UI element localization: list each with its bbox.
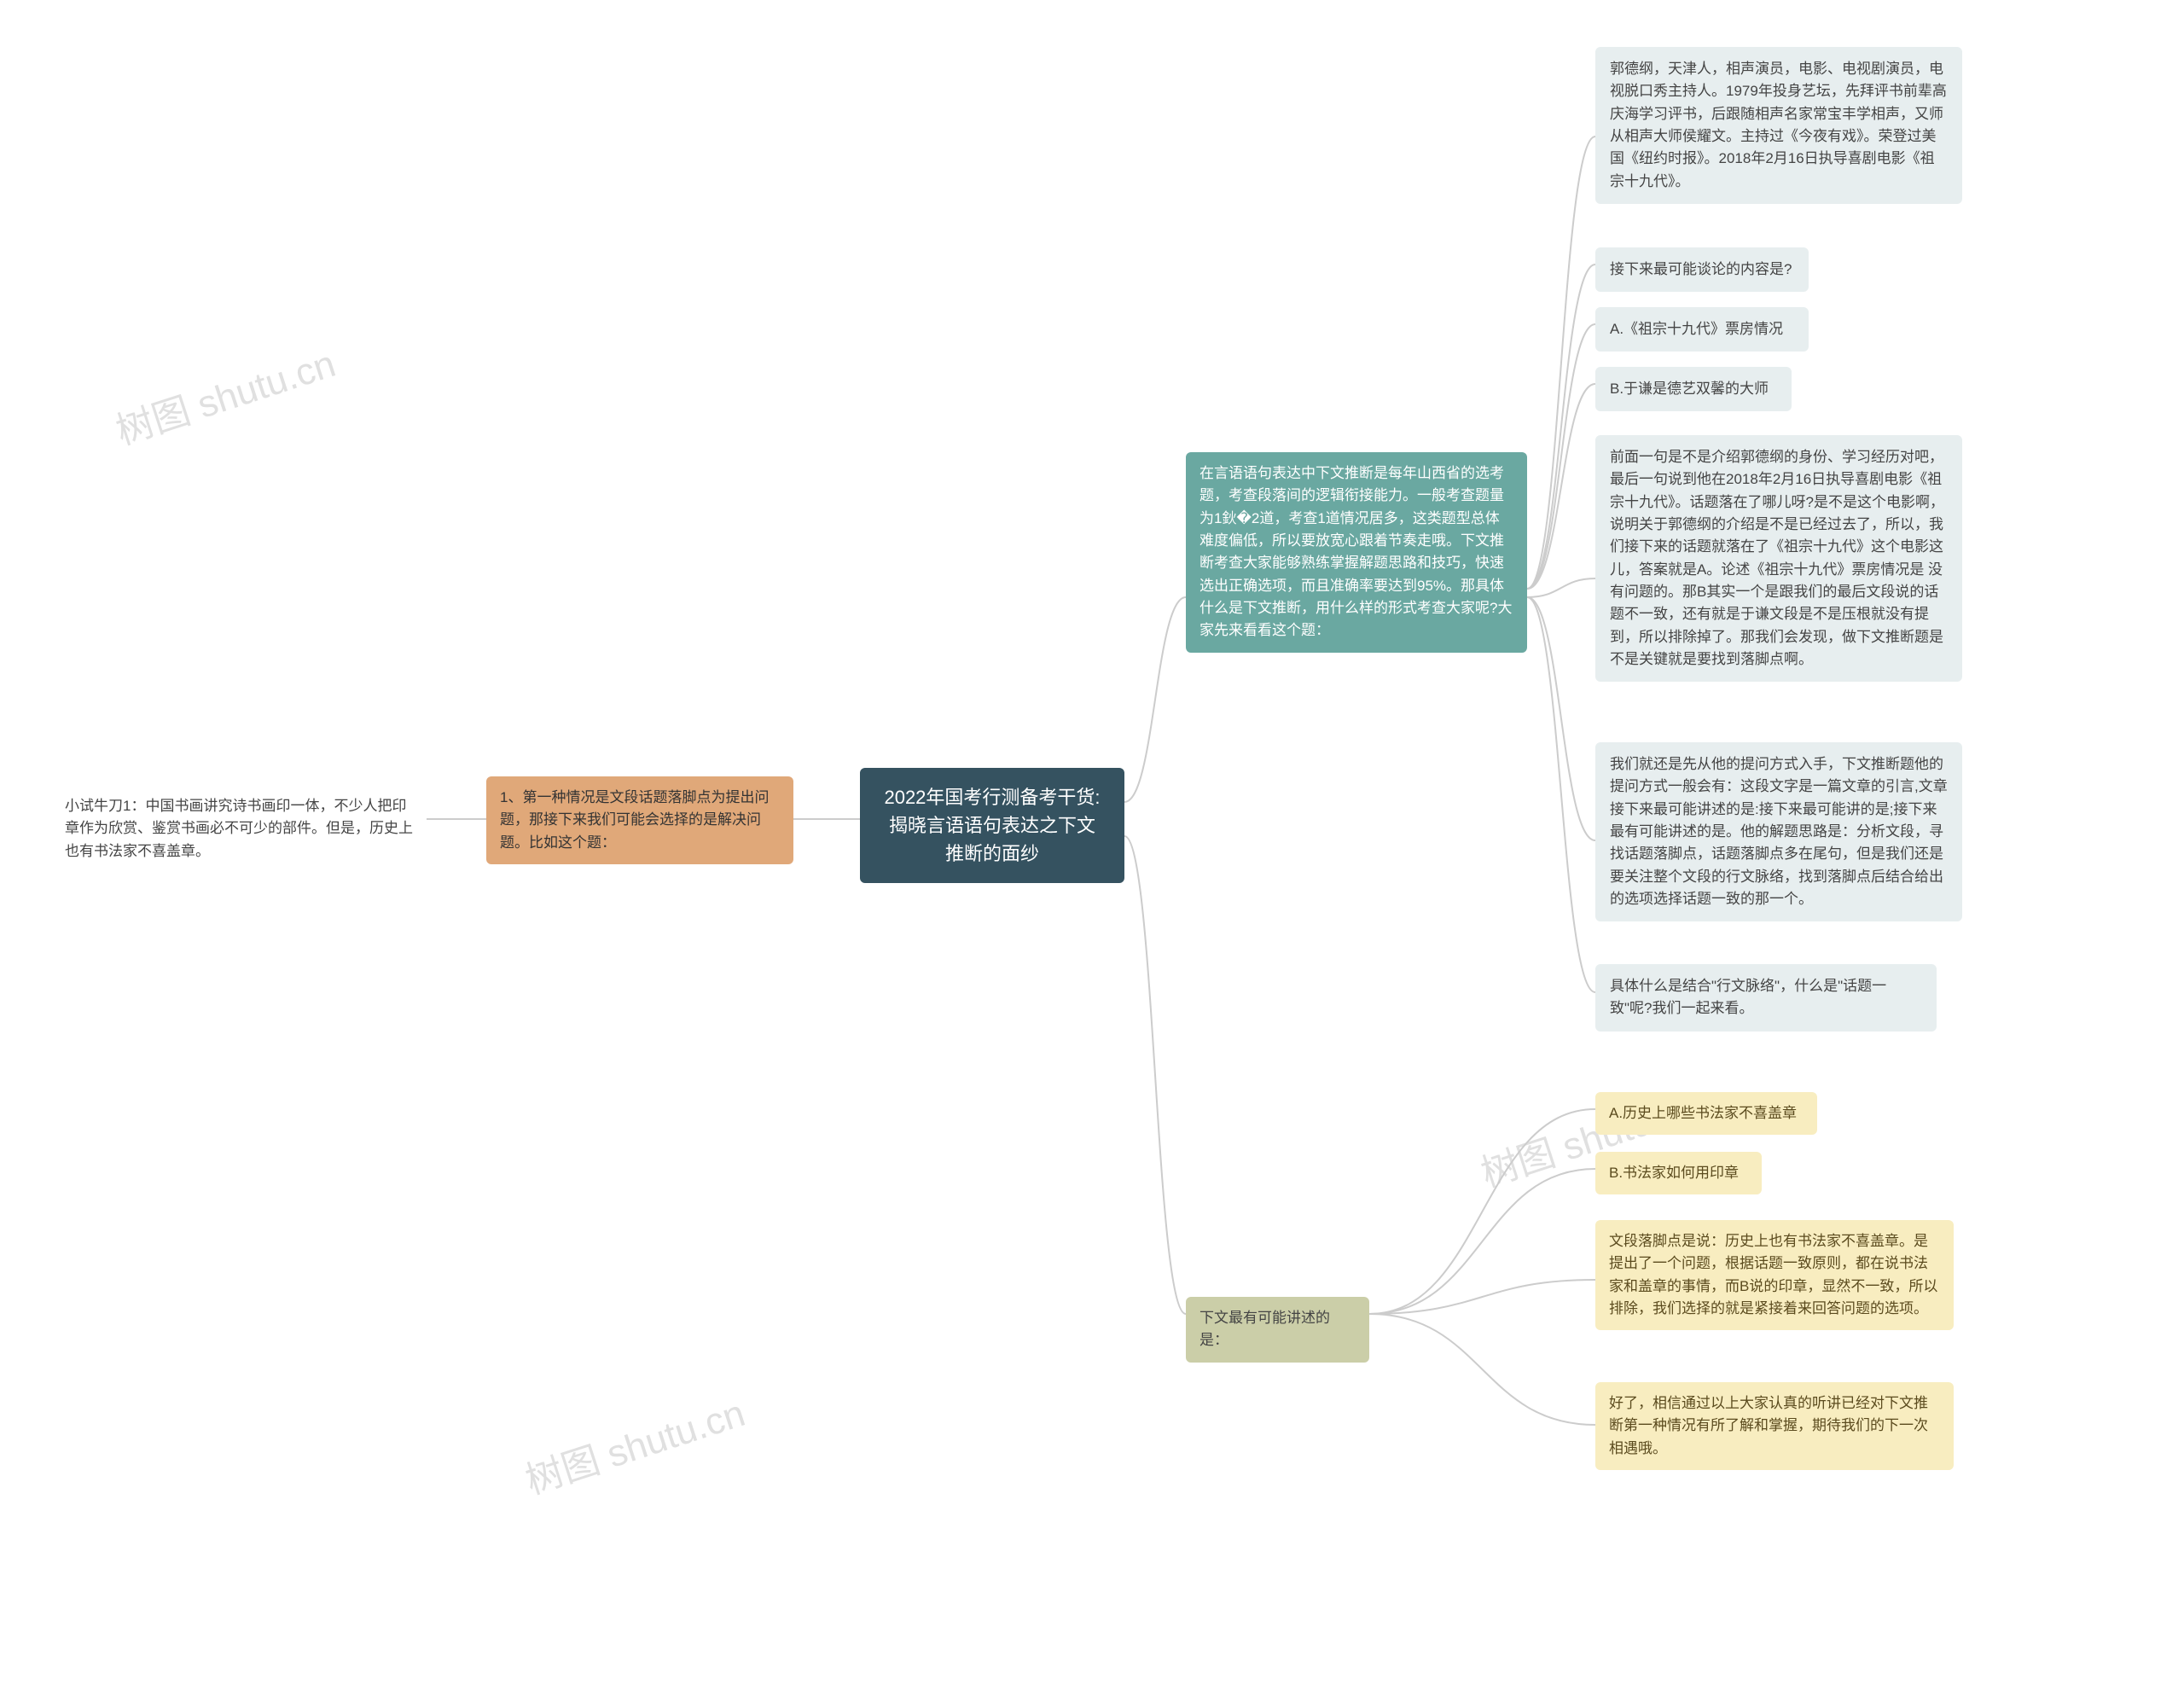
mindmap-container: 树图 shutu.cn 树图 shutu.cn 树图 shutu.cn 2022… (0, 0, 2184, 1697)
leaf-explain[interactable]: 文段落脚点是说：历史上也有书法家不喜盖章。是提出了一个问题，根据话题一致原则，都… (1595, 1220, 1954, 1330)
leaf-example-left[interactable]: 小试牛刀1：中国书画讲究诗书画印一体，不少人把印章作为欣赏、鉴赏书画必不可少的部… (51, 785, 427, 873)
branch-intro[interactable]: 在言语语句表达中下文推断是每年山西省的选考题，考查段落间的逻辑衔接能力。一般考查… (1186, 452, 1527, 653)
leaf-choice-b[interactable]: B.书法家如何用印章 (1595, 1152, 1762, 1194)
leaf-closing[interactable]: 好了，相信通过以上大家认真的听讲已经对下文推断第一种情况有所了解和掌握，期待我们… (1595, 1382, 1954, 1470)
leaf-choice-a[interactable]: A.历史上哪些书法家不喜盖章 (1595, 1092, 1817, 1135)
leaf-analysis-1[interactable]: 前面一句是不是介绍郭德纲的身份、学习经历对吧，最后一句说到他在2018年2月16… (1595, 435, 1962, 682)
leaf-next-question[interactable]: 接下来最可能谈论的内容是? (1595, 247, 1809, 292)
branch-question[interactable]: 下文最有可能讲述的是： (1186, 1297, 1369, 1363)
watermark: 树图 shutu.cn (108, 333, 341, 455)
leaf-guo-intro[interactable]: 郭德纲，天津人，相声演员，电影、电视剧演员，电视脱口秀主持人。1979年投身艺坛… (1595, 47, 1962, 204)
leaf-analysis-2[interactable]: 我们就还是先从他的提问方式入手，下文推断题他的提问方式一般会有：这段文字是一篇文… (1595, 742, 1962, 921)
leaf-analysis-3[interactable]: 具体什么是结合"行文脉络"，什么是"话题一致"呢?我们一起来看。 (1595, 964, 1937, 1032)
root-node[interactable]: 2022年国考行测备考干货:揭晓言语语句表达之下文推断的面纱 (860, 768, 1124, 883)
leaf-option-b[interactable]: B.于谦是德艺双馨的大师 (1595, 367, 1792, 411)
watermark: 树图 shutu.cn (518, 1382, 751, 1504)
leaf-option-a[interactable]: A.《祖宗十九代》票房情况 (1595, 307, 1809, 352)
branch-case1[interactable]: 1、第一种情况是文段话题落脚点为提出问题，那接下来我们可能会选择的是解决问题。比… (486, 776, 793, 864)
